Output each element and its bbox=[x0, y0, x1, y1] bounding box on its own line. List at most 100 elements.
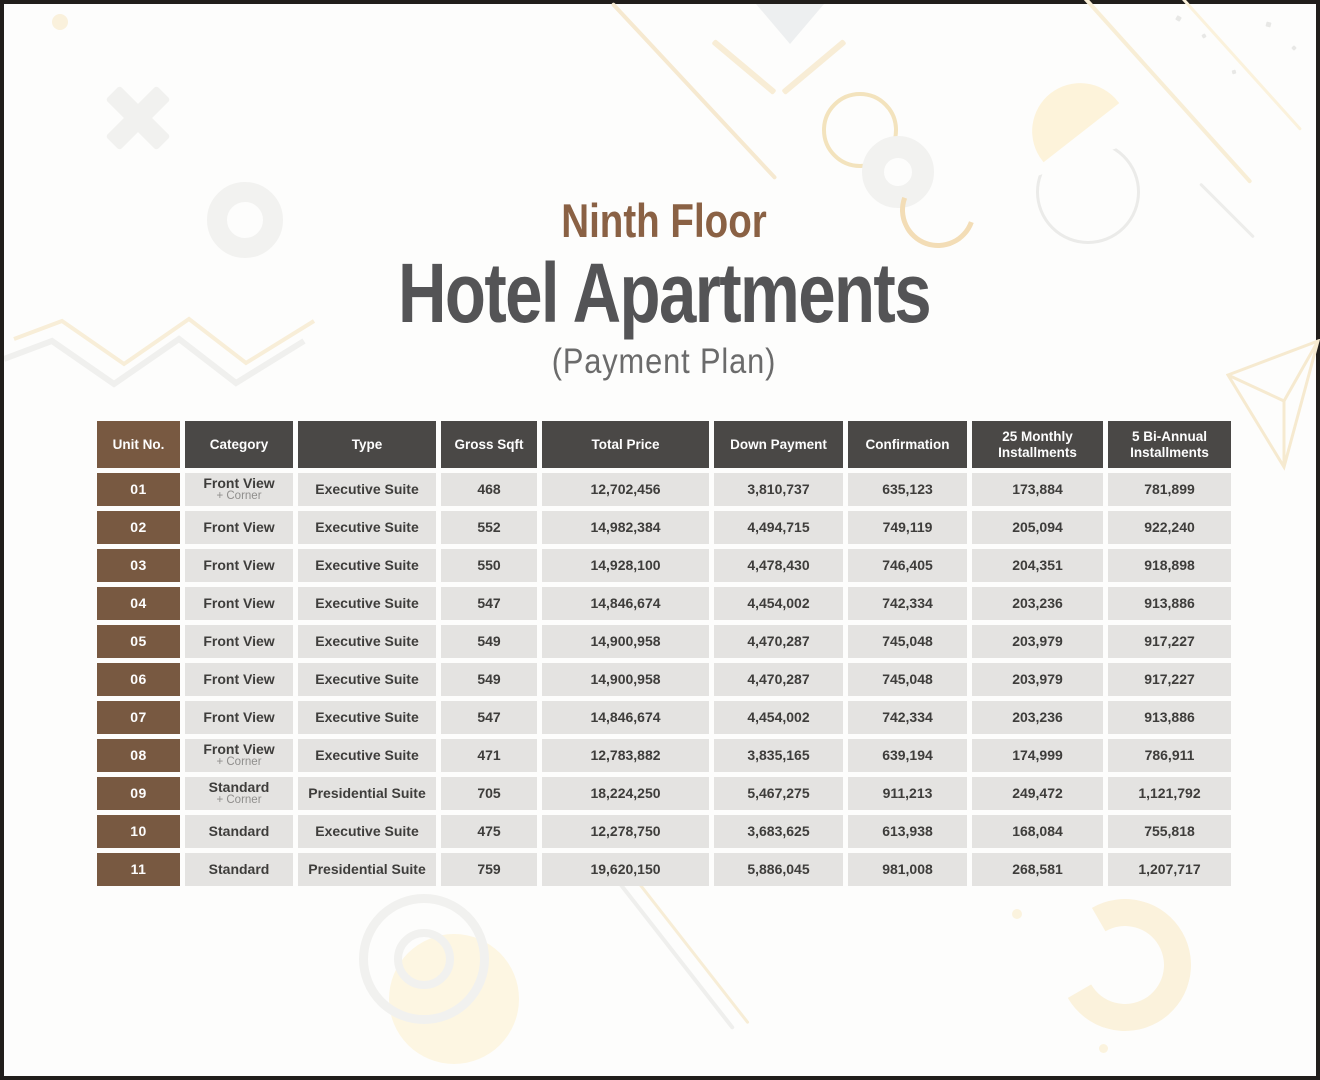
cell-biannual-installments: 1,121,792 bbox=[1108, 777, 1231, 810]
cell-monthly-installments: 203,236 bbox=[972, 701, 1103, 734]
cell-down-payment: 4,470,287 bbox=[714, 663, 843, 696]
cell-total-price: 14,982,384 bbox=[542, 511, 709, 544]
table-row: 05 Front View Executive Suite 549 14,900… bbox=[97, 625, 1231, 658]
cell-biannual-installments: 786,911 bbox=[1108, 739, 1231, 772]
table-row: 02 Front View Executive Suite 552 14,982… bbox=[97, 511, 1231, 544]
decor-halfdisc-yellow bbox=[1012, 63, 1120, 163]
cell-type: Executive Suite bbox=[298, 549, 436, 582]
cell-total-price: 14,846,674 bbox=[542, 701, 709, 734]
cell-down-payment: 4,454,002 bbox=[714, 587, 843, 620]
cell-total-price: 14,900,958 bbox=[542, 663, 709, 696]
cell-unit-no: 03 bbox=[97, 549, 180, 582]
decor-speck-2 bbox=[1201, 33, 1207, 39]
table-row: 11 Standard Presidential Suite 759 19,62… bbox=[97, 853, 1231, 886]
table-row: 10 Standard Executive Suite 475 12,278,7… bbox=[97, 815, 1231, 848]
cell-confirmation: 981,008 bbox=[848, 853, 967, 886]
cell-unit-no: 04 bbox=[97, 587, 180, 620]
cell-unit-no: 11 bbox=[97, 853, 180, 886]
cell-biannual-installments: 918,898 bbox=[1108, 549, 1231, 582]
table-row: 07 Front View Executive Suite 547 14,846… bbox=[97, 701, 1231, 734]
payment-plan-table: Unit No. Category Type Gross Sqft Total … bbox=[92, 416, 1236, 891]
decor-diag-cream-bottom bbox=[633, 876, 750, 1025]
cell-unit-no: 01 bbox=[97, 473, 180, 506]
cell-down-payment: 5,886,045 bbox=[714, 853, 843, 886]
cell-down-payment: 4,478,430 bbox=[714, 549, 843, 582]
col-header-biannual-installments: 5 Bi-Annual Installments bbox=[1108, 421, 1231, 468]
table-row: 09 Standard + Corner Presidential Suite 7… bbox=[97, 777, 1231, 810]
table-row: 01 Front View + Corner Executive Suite 46… bbox=[97, 473, 1231, 506]
cell-type: Presidential Suite bbox=[298, 853, 436, 886]
cell-type: Executive Suite bbox=[298, 625, 436, 658]
cell-confirmation: 745,048 bbox=[848, 625, 967, 658]
page-subtitle: (Payment Plan) bbox=[551, 342, 777, 382]
cell-category: Front View bbox=[185, 625, 293, 658]
cell-category: Front View bbox=[185, 663, 293, 696]
cell-type: Executive Suite bbox=[298, 473, 436, 506]
cell-type: Executive Suite bbox=[298, 815, 436, 848]
cell-monthly-installments: 203,979 bbox=[972, 663, 1103, 696]
col-header-down-payment: Down Payment bbox=[714, 421, 843, 468]
decor-ring-yellow-topright bbox=[822, 92, 898, 168]
decor-dot-bottom-center bbox=[1099, 1044, 1108, 1053]
cell-gross-sqft: 549 bbox=[441, 663, 537, 696]
cell-down-payment: 3,683,625 bbox=[714, 815, 843, 848]
cell-category: Front View bbox=[185, 549, 293, 582]
decor-dot-topleft bbox=[52, 14, 68, 30]
cell-category: Standard + Corner bbox=[185, 777, 293, 810]
cell-monthly-installments: 249,472 bbox=[972, 777, 1103, 810]
cell-confirmation: 749,119 bbox=[848, 511, 967, 544]
decor-crescent-bottomright bbox=[1044, 884, 1206, 1046]
cell-confirmation: 742,334 bbox=[848, 701, 967, 734]
cell-biannual-installments: 781,899 bbox=[1108, 473, 1231, 506]
decor-x-cross-icon bbox=[102, 82, 174, 154]
cell-type: Executive Suite bbox=[298, 511, 436, 544]
decor-cream-diagonal-topright-2 bbox=[1165, 0, 1303, 131]
cell-biannual-installments: 913,886 bbox=[1108, 701, 1231, 734]
decor-cream-diagonal-topright-1 bbox=[1075, 0, 1253, 184]
cell-category: Standard bbox=[185, 815, 293, 848]
table-row: 06 Front View Executive Suite 549 14,900… bbox=[97, 663, 1231, 696]
cell-unit-no: 09 bbox=[97, 777, 180, 810]
cell-down-payment: 5,467,275 bbox=[714, 777, 843, 810]
cell-gross-sqft: 552 bbox=[441, 511, 537, 544]
cell-total-price: 14,846,674 bbox=[542, 587, 709, 620]
cell-unit-no: 07 bbox=[97, 701, 180, 734]
cell-confirmation: 746,405 bbox=[848, 549, 967, 582]
table-row: 04 Front View Executive Suite 547 14,846… bbox=[97, 587, 1231, 620]
col-header-monthly-installments: 25 Monthly Installments bbox=[972, 421, 1103, 468]
cell-category: Front View bbox=[185, 511, 293, 544]
decor-diagonal-streak bbox=[610, 1, 778, 181]
col-header-total-price: Total Price bbox=[542, 421, 709, 468]
col-header-unit-no: Unit No. bbox=[97, 421, 180, 468]
decor-triangle-down-icon bbox=[756, 4, 824, 44]
heading-block: Ninth Floor Hotel Apartments (Payment Pl… bbox=[4, 196, 1320, 382]
cell-unit-no: 08 bbox=[97, 739, 180, 772]
cell-gross-sqft: 549 bbox=[441, 625, 537, 658]
col-header-confirmation: Confirmation bbox=[848, 421, 967, 468]
table-header-row: Unit No. Category Type Gross Sqft Total … bbox=[97, 421, 1231, 468]
cell-category: Front View + Corner bbox=[185, 473, 293, 506]
cell-category: Standard bbox=[185, 853, 293, 886]
col-header-type: Type bbox=[298, 421, 436, 468]
cell-gross-sqft: 547 bbox=[441, 701, 537, 734]
cell-gross-sqft: 471 bbox=[441, 739, 537, 772]
cell-type: Presidential Suite bbox=[298, 777, 436, 810]
table-row: 03 Front View Executive Suite 550 14,928… bbox=[97, 549, 1231, 582]
decor-speck-1 bbox=[1175, 15, 1182, 22]
cell-total-price: 14,928,100 bbox=[542, 549, 709, 582]
cell-gross-sqft: 475 bbox=[441, 815, 537, 848]
cell-total-price: 12,278,750 bbox=[542, 815, 709, 848]
cell-monthly-installments: 268,581 bbox=[972, 853, 1103, 886]
cell-category: Front View bbox=[185, 701, 293, 734]
cell-confirmation: 639,194 bbox=[848, 739, 967, 772]
col-header-category: Category bbox=[185, 421, 293, 468]
cell-monthly-installments: 203,236 bbox=[972, 587, 1103, 620]
cell-total-price: 19,620,150 bbox=[542, 853, 709, 886]
decor-speck-5 bbox=[1231, 69, 1237, 75]
cell-biannual-installments: 1,207,717 bbox=[1108, 853, 1231, 886]
cell-down-payment: 4,470,287 bbox=[714, 625, 843, 658]
cell-monthly-installments: 174,999 bbox=[972, 739, 1103, 772]
cell-total-price: 18,224,250 bbox=[542, 777, 709, 810]
cell-type: Executive Suite bbox=[298, 701, 436, 734]
